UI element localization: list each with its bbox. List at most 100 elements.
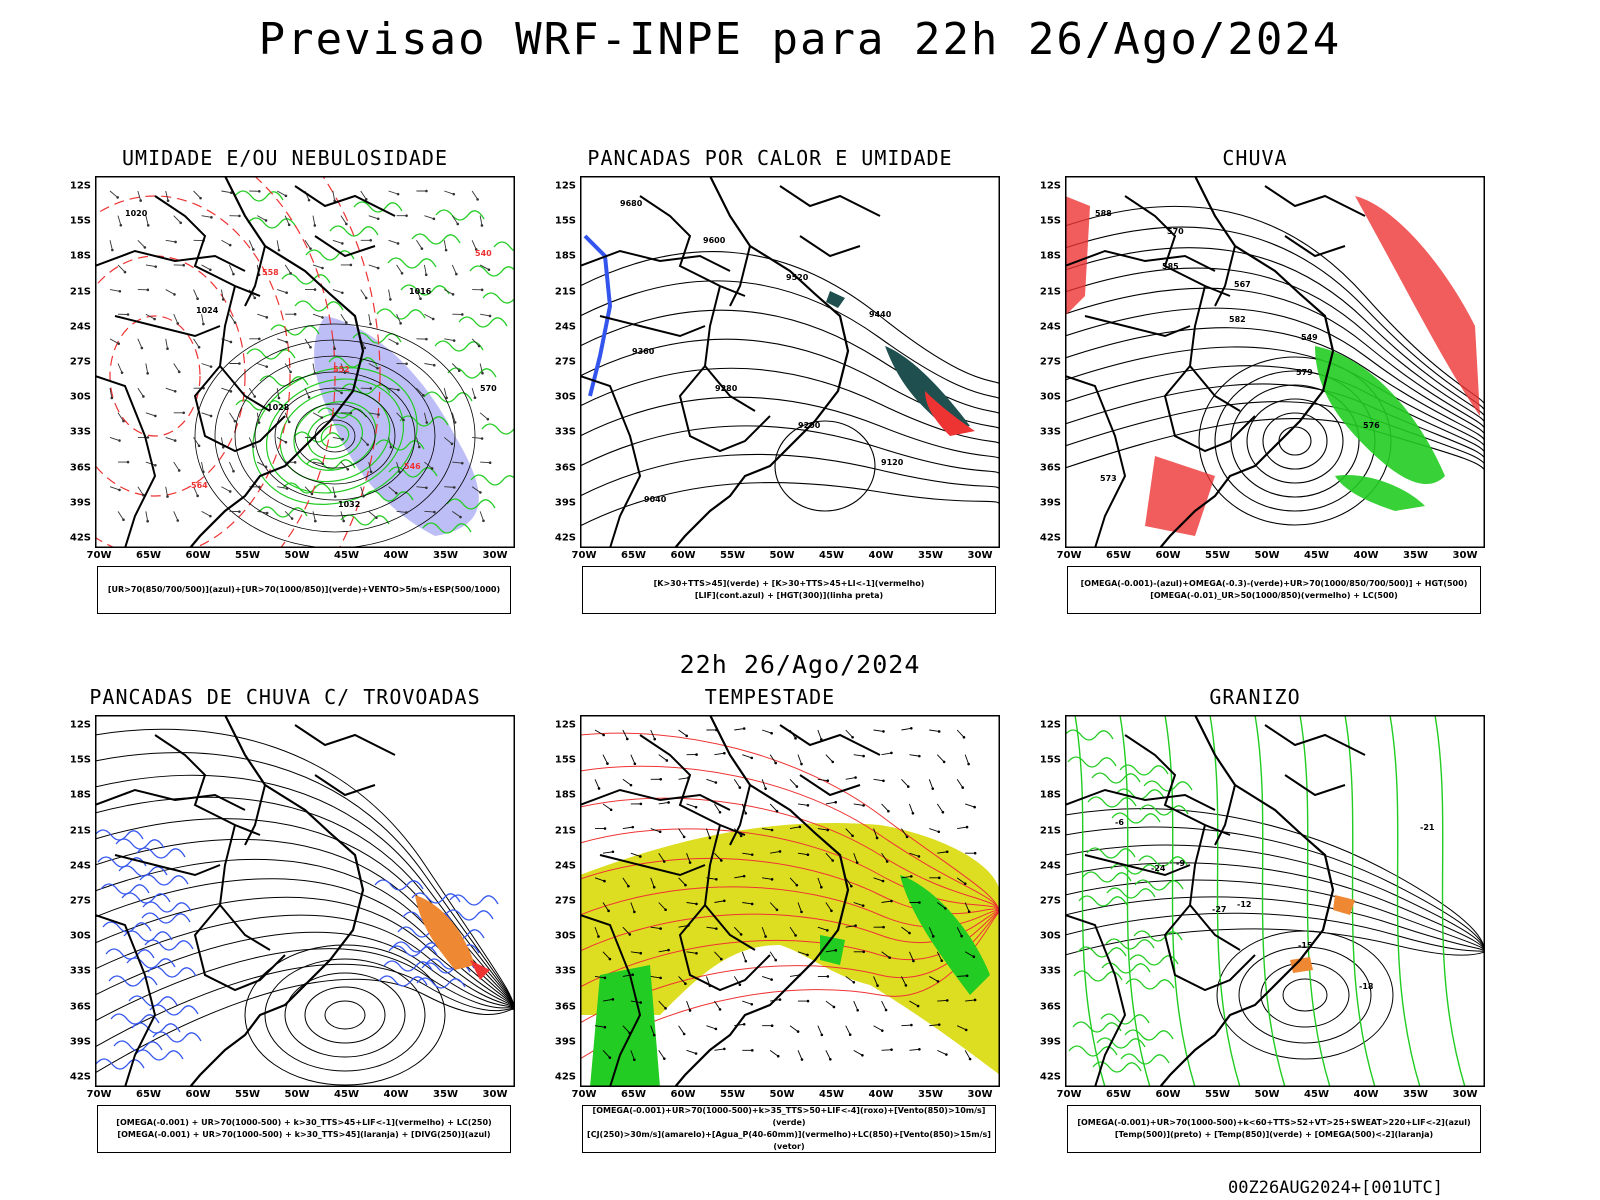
lon-tick-label: 65W — [621, 1089, 646, 1100]
contour-label: 9040 — [644, 495, 667, 504]
lat-axis: 12S 15S 18S 21S 24S 27S 30S 33S 36S 39S 42S — [55, 715, 93, 1087]
lon-tick-label: 55W — [720, 1089, 745, 1100]
panel-chuva: CHUVA 12S 15S 18S 21S 24S 27S 30S 33S 36S 39S 42S … — [1025, 146, 1485, 636]
lat-axis: 12S 15S 18S 21S 24S 27S 30S 33S 36S 39S 42S — [540, 176, 578, 548]
contour-label: 558 — [262, 268, 279, 277]
lat-tick-label: 18S — [554, 789, 576, 801]
lat-tick-label: 24S — [69, 321, 91, 333]
legend-line: [OMEGA(-0.01)_UR>50(1000/850)(vermelho) … — [1150, 591, 1398, 600]
contour-label: -6 — [1115, 818, 1124, 827]
lon-tick-label: 55W — [235, 1089, 260, 1100]
lat-tick-label: 30S — [1039, 391, 1061, 403]
contour-label: 546 — [404, 462, 421, 471]
lat-tick-label: 15S — [69, 754, 91, 766]
run-identifier: 00Z26AUG2024+[001UTC] — [1228, 1178, 1443, 1198]
valid-time-label: 22h 26/Ago/2024 — [679, 650, 921, 679]
lat-tick-label: 21S — [554, 286, 576, 298]
lat-tick-label: 39S — [554, 497, 576, 509]
lon-tick-label: 70W — [1056, 1089, 1082, 1100]
lon-tick-label: 45W — [1304, 550, 1329, 561]
contour-label: 1028 — [267, 403, 290, 412]
legend-line: [OMEGA(-0.001)+UR>70(1000-500)+k>35_TTS>… — [592, 1106, 986, 1127]
panel-title: UMIDADE E/OU NEBULOSIDADE — [121, 146, 449, 170]
lat-tick-label: 36S — [554, 1001, 576, 1013]
contour-label: 570 — [1167, 227, 1184, 236]
lon-tick-label: 60W — [670, 550, 696, 561]
lat-tick-label: 15S — [554, 215, 576, 227]
lon-tick-label: 45W — [1304, 1089, 1329, 1100]
lon-tick-label: 50W — [769, 1089, 795, 1100]
lon-tick-label: 55W — [235, 550, 260, 561]
map-trovoadas — [95, 715, 515, 1087]
map-tempestade — [580, 715, 1000, 1087]
lat-tick-label: 27S — [69, 895, 91, 907]
lat-tick-label: 33S — [69, 965, 91, 977]
contour-label: 9280 — [715, 384, 738, 393]
panel-legend: [OMEGA(-0.001) + UR>70(1000-500) + k>30_… — [97, 1105, 511, 1153]
lat-tick-label: 42S — [554, 1071, 576, 1083]
lon-axis: 70W 65W 60W 55W 50W 45W 40W 35W 30W — [1057, 1089, 1485, 1103]
lat-tick-label: 12S — [1039, 180, 1061, 192]
lon-tick-label: 60W — [185, 550, 211, 561]
lat-tick-label: 12S — [69, 719, 91, 731]
map-svg: 1020 1024 1028 1032 1016 570 564 558 552 546 540 — [95, 176, 515, 548]
contour-label: 9680 — [620, 199, 643, 208]
contour-label: 576 — [1363, 421, 1380, 430]
lat-tick-label: 12S — [554, 180, 576, 192]
lat-tick-label: 39S — [69, 497, 91, 509]
lat-tick-label: 30S — [554, 391, 576, 403]
lat-tick-label: 27S — [1039, 895, 1061, 907]
contour-label: 588 — [1095, 209, 1112, 218]
lat-tick-label: 15S — [554, 754, 576, 766]
lat-tick-label: 36S — [69, 1001, 91, 1013]
lat-tick-label: 27S — [554, 356, 576, 368]
lat-tick-label: 24S — [1039, 860, 1061, 872]
map-svg: 588 585 582 579 576 573 570 567 549 — [1065, 176, 1485, 548]
lat-tick-label: 39S — [1039, 497, 1061, 509]
legend-line: [K>30+TTS>45](verde) + [K>30+TTS>45+LI<-… — [653, 579, 925, 588]
lat-tick-label: 39S — [69, 1036, 91, 1048]
panel-legend: [UR>70(850/700/500)](azul)+[UR>70(1000/8… — [97, 566, 511, 614]
contour-label: 9360 — [632, 347, 655, 356]
lat-tick-label: 33S — [1039, 426, 1061, 438]
lon-tick-label: 70W — [571, 550, 597, 561]
lat-tick-label: 24S — [69, 860, 91, 872]
lon-tick-label: 35W — [433, 1089, 458, 1100]
panel-title: GRANIZO — [1209, 685, 1301, 709]
lon-tick-label: 50W — [1254, 550, 1280, 561]
lon-tick-label: 60W — [670, 1089, 696, 1100]
contour-label: 1024 — [196, 306, 219, 315]
lat-tick-label: 30S — [1039, 930, 1061, 942]
legend-line: [OMEGA(-0.001) + UR>70(1000-500) + k>30_… — [117, 1130, 491, 1139]
contour-label: 9600 — [703, 236, 726, 245]
lat-tick-label: 39S — [1039, 1036, 1061, 1048]
map-svg: -6 -9 -12 -15 -18 -21 -24 -27 — [1065, 715, 1485, 1087]
lon-tick-label: 45W — [334, 550, 359, 561]
map-granizo: -6 -9 -12 -15 -18 -21 -24 -27 — [1065, 715, 1485, 1087]
lon-tick-label: 70W — [86, 1089, 112, 1100]
lon-tick-label: 30W — [967, 550, 993, 561]
contour-label: 552 — [333, 365, 350, 374]
contour-label: 564 — [191, 481, 208, 490]
main-title: Previsao WRF-INPE para 22h 26/Ago/2024 — [258, 14, 1342, 65]
lat-tick-label: 33S — [554, 965, 576, 977]
lon-tick-label: 35W — [1403, 550, 1428, 561]
lon-tick-label: 65W — [136, 1089, 161, 1100]
lon-tick-label: 65W — [136, 550, 161, 561]
contour-label: 1016 — [409, 287, 432, 296]
map-svg — [95, 715, 515, 1087]
lat-tick-label: 18S — [554, 250, 576, 262]
lat-tick-label: 15S — [1039, 215, 1061, 227]
lon-axis: 70W 65W 60W 55W 50W 45W 40W 35W 30W — [572, 550, 1000, 564]
contour-label: 585 — [1162, 262, 1179, 271]
lat-tick-label: 21S — [1039, 825, 1061, 837]
lat-tick-label: 33S — [1039, 965, 1061, 977]
lon-tick-label: 50W — [769, 550, 795, 561]
lon-tick-label: 40W — [1353, 550, 1379, 561]
lon-tick-label: 45W — [819, 1089, 844, 1100]
lat-tick-label: 33S — [69, 426, 91, 438]
lat-axis: 12S 15S 18S 21S 24S 27S 30S 33S 36S 39S 42S — [1025, 176, 1063, 548]
contour-label: -12 — [1237, 900, 1251, 909]
lat-tick-label: 24S — [554, 321, 576, 333]
